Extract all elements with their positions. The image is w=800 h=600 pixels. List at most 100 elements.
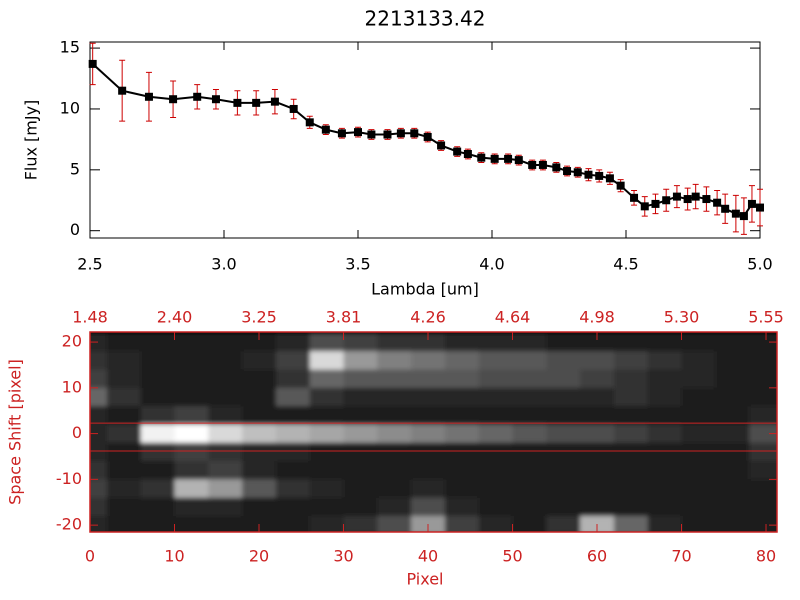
image-cell (749, 369, 777, 389)
image-cell (580, 351, 615, 371)
image-cell (275, 332, 311, 352)
image-cell (411, 351, 446, 371)
image-cell (106, 406, 142, 425)
data-point (193, 92, 202, 101)
image-cell (478, 369, 514, 389)
image (90, 332, 777, 532)
data-point (354, 128, 362, 137)
image-cell (478, 351, 514, 371)
image-cell (411, 515, 446, 532)
image-cell (411, 369, 446, 389)
image-cell (208, 479, 243, 499)
image-cell (90, 442, 108, 462)
image-cell (749, 406, 777, 425)
image-cell (715, 387, 750, 407)
image-cell (546, 406, 581, 425)
image-cell (613, 387, 649, 407)
image-cell (444, 387, 480, 407)
image-frame (89, 331, 778, 533)
data-point (595, 171, 604, 180)
x-tick-label: 40 (418, 547, 438, 566)
image-cell (106, 479, 142, 499)
y-tick-label: 10 (60, 98, 80, 117)
data-point (252, 98, 261, 107)
data-point (169, 95, 178, 104)
image-cell (749, 387, 777, 407)
data-point (144, 92, 153, 101)
x-tick-label: 50 (502, 547, 522, 566)
image-cell (275, 406, 311, 425)
data-point (410, 129, 419, 138)
image-cell (512, 461, 547, 480)
image-cell (242, 406, 277, 425)
image-cell (343, 369, 378, 389)
image-cell (580, 461, 615, 480)
image-cell (681, 497, 716, 517)
image-cell (512, 406, 547, 425)
image-cell (647, 479, 683, 499)
image-cell (411, 497, 446, 517)
image-cell (90, 406, 108, 425)
image-cell (411, 424, 446, 444)
image-cell (377, 424, 412, 444)
image-cell (208, 461, 243, 480)
image-cell (309, 369, 345, 389)
image-cell (546, 387, 581, 407)
x-tick-label: 3.0 (211, 255, 236, 274)
image-cell (478, 332, 514, 352)
y-tick-label: 15 (60, 38, 80, 57)
image-cell (613, 369, 649, 389)
image-cell (749, 351, 777, 371)
image-cell (106, 515, 142, 532)
data-point (538, 160, 547, 169)
image-cell (512, 497, 547, 517)
image-cell (715, 515, 750, 532)
image-cell (444, 497, 480, 517)
image-cell (309, 387, 345, 407)
image-cell (140, 406, 176, 425)
image-cell (343, 406, 378, 425)
image-cell (90, 515, 108, 532)
image-cell (377, 387, 412, 407)
data-point (756, 203, 764, 212)
image-cell (140, 351, 176, 371)
x2-tick-label: 5.55 (748, 308, 784, 327)
image-cell (275, 351, 311, 371)
image-cell (309, 479, 345, 499)
image-cell (106, 442, 142, 462)
image-cell (681, 369, 716, 389)
image-cell (580, 479, 615, 499)
image-cell (377, 515, 412, 532)
image-cell (309, 332, 345, 352)
data-point (463, 150, 472, 158)
image-cell (309, 497, 345, 517)
data-point (423, 132, 432, 141)
image-cell (208, 351, 243, 371)
x-tick-label: 10 (164, 547, 184, 566)
image-cell (715, 497, 750, 517)
image-cell (580, 369, 615, 389)
image-cell (343, 424, 378, 444)
image-cell (377, 442, 412, 462)
image-cell (242, 461, 277, 480)
image-cell (444, 332, 480, 352)
image-cell (647, 332, 683, 352)
image-cell (647, 406, 683, 425)
image-cell (411, 387, 446, 407)
image-cell (208, 387, 243, 407)
image-cell (275, 515, 311, 532)
image-cell (411, 332, 446, 352)
image-cell (90, 424, 108, 444)
image-cell (512, 479, 547, 499)
x-tick-label: 4.5 (613, 255, 638, 274)
data-point (289, 104, 298, 113)
data-point (605, 174, 614, 183)
image-cell (478, 387, 514, 407)
data-point (118, 86, 127, 95)
image-cell (377, 369, 412, 389)
image-cell (546, 461, 581, 480)
image-cell (546, 369, 581, 389)
x-axis-label: Lambda [um] (371, 280, 479, 299)
image-cell (749, 461, 777, 480)
